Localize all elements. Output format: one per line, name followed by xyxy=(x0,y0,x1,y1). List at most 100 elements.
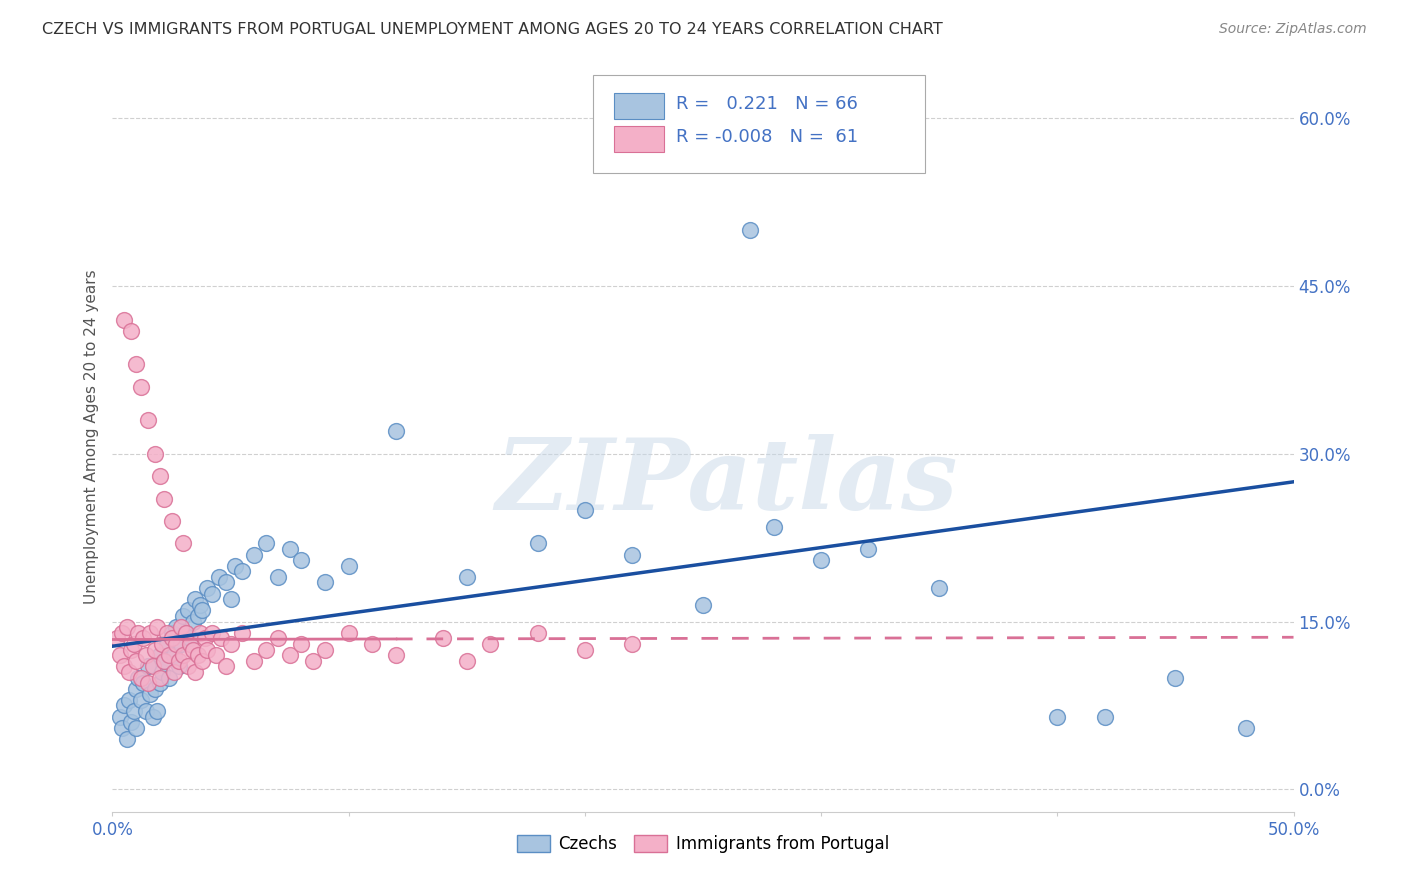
Point xyxy=(479,637,502,651)
Point xyxy=(136,676,159,690)
Point xyxy=(111,625,134,640)
Point xyxy=(165,620,187,634)
Point xyxy=(184,592,207,607)
Point xyxy=(132,676,155,690)
Point xyxy=(170,637,193,651)
Point xyxy=(172,648,194,662)
Point xyxy=(201,587,224,601)
FancyBboxPatch shape xyxy=(614,93,664,119)
Point xyxy=(1046,709,1069,723)
Point xyxy=(127,671,149,685)
Point xyxy=(526,625,548,640)
Point xyxy=(456,570,478,584)
Point xyxy=(150,637,173,651)
Point xyxy=(243,654,266,668)
Point xyxy=(231,625,253,640)
Text: R = -0.008   N =  61: R = -0.008 N = 61 xyxy=(676,128,858,145)
Point xyxy=(172,609,194,624)
Point xyxy=(135,648,157,662)
Point xyxy=(181,642,204,657)
Point xyxy=(290,637,312,651)
Point xyxy=(243,548,266,562)
Point xyxy=(115,732,138,747)
Point xyxy=(160,514,183,528)
Point xyxy=(337,558,360,573)
Point xyxy=(142,709,165,723)
Point xyxy=(254,536,277,550)
Text: CZECH VS IMMIGRANTS FROM PORTUGAL UNEMPLOYMENT AMONG AGES 20 TO 24 YEARS CORRELA: CZECH VS IMMIGRANTS FROM PORTUGAL UNEMPL… xyxy=(42,22,943,37)
Point xyxy=(290,553,312,567)
Point xyxy=(181,615,204,629)
Point xyxy=(267,632,290,646)
Point xyxy=(194,632,217,646)
Point xyxy=(129,671,152,685)
Point xyxy=(143,681,166,696)
Point xyxy=(149,648,172,662)
Point xyxy=(150,665,173,679)
Point xyxy=(172,536,194,550)
Point xyxy=(160,632,183,646)
Point xyxy=(170,620,193,634)
Point xyxy=(385,648,408,662)
Point xyxy=(177,659,200,673)
Point xyxy=(209,632,232,646)
Point xyxy=(115,620,138,634)
Point xyxy=(219,592,242,607)
Point xyxy=(184,665,207,679)
Point xyxy=(125,358,148,372)
Point xyxy=(361,637,384,651)
Point xyxy=(254,642,277,657)
Point xyxy=(120,324,142,338)
Point xyxy=(177,603,200,617)
Point xyxy=(153,654,176,668)
Point xyxy=(692,89,714,103)
Point xyxy=(142,659,165,673)
Point xyxy=(1094,709,1116,723)
Point xyxy=(740,223,762,237)
Point xyxy=(163,665,186,679)
Point xyxy=(692,598,714,612)
Point xyxy=(1164,671,1187,685)
Point xyxy=(858,541,880,556)
Point xyxy=(574,502,596,516)
Point xyxy=(215,575,238,590)
Point xyxy=(526,536,548,550)
Point xyxy=(179,637,201,651)
Point xyxy=(195,642,218,657)
Point xyxy=(118,665,141,679)
Point xyxy=(127,625,149,640)
Point xyxy=(156,637,179,651)
Point xyxy=(208,570,231,584)
Point xyxy=(160,625,183,640)
Point xyxy=(195,581,218,595)
Point xyxy=(149,671,172,685)
Point xyxy=(174,625,197,640)
Point xyxy=(149,676,172,690)
Point xyxy=(135,704,157,718)
Point xyxy=(122,704,145,718)
Point xyxy=(120,715,142,730)
Point xyxy=(156,625,179,640)
Point xyxy=(165,637,187,651)
Point xyxy=(278,648,301,662)
Point xyxy=(125,721,148,735)
Point xyxy=(186,648,208,662)
Legend: Czechs, Immigrants from Portugal: Czechs, Immigrants from Portugal xyxy=(510,828,896,860)
Point xyxy=(179,632,201,646)
Point xyxy=(278,541,301,556)
Point xyxy=(163,648,186,662)
Y-axis label: Unemployment Among Ages 20 to 24 years: Unemployment Among Ages 20 to 24 years xyxy=(83,269,98,605)
Text: R =   0.221   N = 66: R = 0.221 N = 66 xyxy=(676,95,858,112)
Point xyxy=(337,625,360,640)
Point xyxy=(136,413,159,427)
Point xyxy=(186,609,208,624)
Point xyxy=(574,642,596,657)
Point xyxy=(1234,721,1257,735)
Point xyxy=(132,632,155,646)
Point xyxy=(111,721,134,735)
Point xyxy=(157,648,180,662)
Point xyxy=(153,654,176,668)
Point xyxy=(456,654,478,668)
Point xyxy=(143,642,166,657)
FancyBboxPatch shape xyxy=(614,126,664,152)
